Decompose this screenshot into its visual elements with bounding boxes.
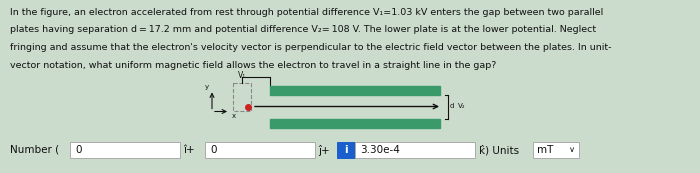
Bar [270,85,440,94]
Text: 0: 0 [210,145,216,155]
Text: V₂: V₂ [458,103,466,110]
Text: 0: 0 [75,145,81,155]
Text: i: i [344,145,348,155]
Bar [70,142,180,158]
Bar [233,83,251,111]
Text: d: d [450,103,454,110]
Text: fringing and assume that the electron's velocity vector is perpendicular to the : fringing and assume that the electron's … [10,43,612,52]
Text: mT: mT [537,145,554,155]
Bar [533,142,579,158]
Bar [355,142,475,158]
Bar [337,142,355,158]
Text: vector notation, what uniform magnetic field allows the electron to travel in a : vector notation, what uniform magnetic f… [10,61,496,70]
Text: In the figure, an electron accelerated from rest through potential difference V₁: In the figure, an electron accelerated f… [10,8,603,17]
Text: k̂) Units: k̂) Units [479,145,519,155]
Text: ∨: ∨ [569,145,575,154]
Text: Number (: Number ( [10,145,59,155]
Text: 3.30e-4: 3.30e-4 [360,145,400,155]
Text: y: y [205,84,209,89]
Text: î+: î+ [183,145,195,155]
Bar [205,142,315,158]
Text: ĵ+: ĵ+ [318,144,330,156]
Text: x: x [232,113,236,120]
Text: V₁: V₁ [238,71,246,80]
Bar [270,119,440,128]
Text: plates having separation d = 17.2 mm and potential difference V₂= 108 V. The low: plates having separation d = 17.2 mm and… [10,25,596,34]
